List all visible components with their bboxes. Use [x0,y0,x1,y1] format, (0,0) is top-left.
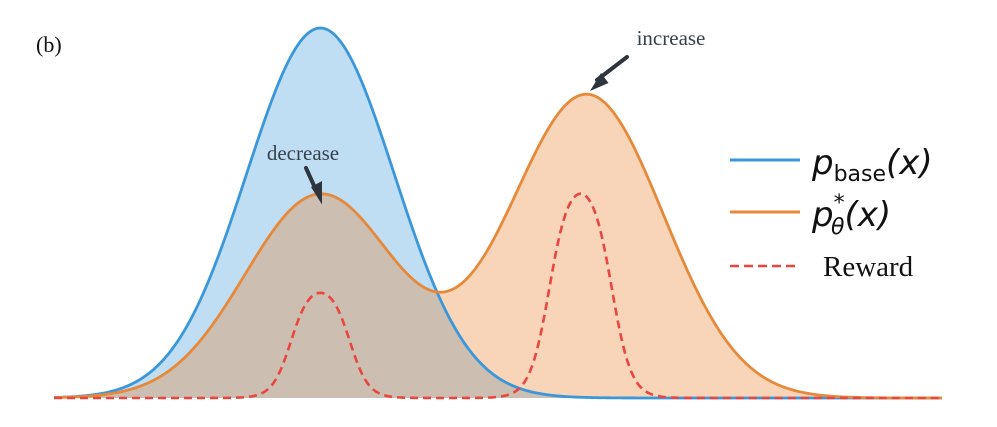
legend-tuned-subscript: θ [831,215,845,240]
annotation-increase-label: increase [637,26,706,50]
legend-base-symbol: p [811,143,834,183]
legend-tuned-symbol: p [811,195,834,235]
plot-area [53,26,942,400]
annotation-decrease: decrease [267,141,339,205]
annotation-decrease-label: decrease [267,141,339,165]
legend-tuned-argument: (x) [844,195,891,235]
legend-base-argument: (x) [886,143,933,183]
annotation-decrease-arrowhead [311,181,322,205]
annotation-increase: increase [590,26,705,91]
legend-label-tuned: p* θ(x) [811,191,891,240]
overlap-fill [54,193,942,398]
legend-tuned-superscript: * [834,191,845,216]
legend-label-base: pbase(x) [811,143,933,187]
panel-label: (b) [36,32,62,57]
annotation-increase-arrowhead [590,73,609,91]
reward-line [54,192,942,400]
tuned-distribution-line [53,92,942,400]
legend-base-subscript: base [834,162,886,187]
legend-label-reward: Reward [823,251,914,283]
legend: pbase(x) p* θ(x) Reward [730,143,933,283]
